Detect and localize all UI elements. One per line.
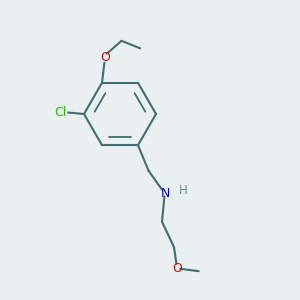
Text: N: N bbox=[160, 187, 170, 200]
Text: O: O bbox=[100, 51, 110, 64]
Text: H: H bbox=[179, 184, 188, 197]
Text: Cl: Cl bbox=[54, 106, 66, 119]
Text: O: O bbox=[172, 262, 182, 275]
